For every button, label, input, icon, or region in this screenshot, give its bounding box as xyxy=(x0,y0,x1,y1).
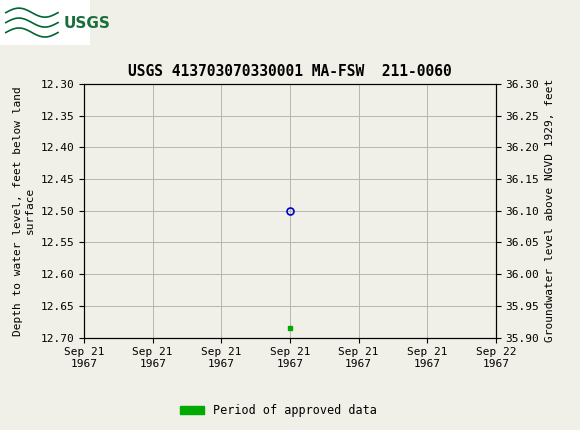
Bar xyxy=(0,0,90,45)
Text: USGS: USGS xyxy=(64,16,111,31)
Y-axis label: Groundwater level above NGVD 1929, feet: Groundwater level above NGVD 1929, feet xyxy=(545,79,555,342)
Y-axis label: Depth to water level, feet below land
surface: Depth to water level, feet below land su… xyxy=(13,86,35,335)
Title: USGS 413703070330001 MA-FSW  211-0060: USGS 413703070330001 MA-FSW 211-0060 xyxy=(128,64,452,79)
Legend: Period of approved data: Period of approved data xyxy=(175,399,382,422)
